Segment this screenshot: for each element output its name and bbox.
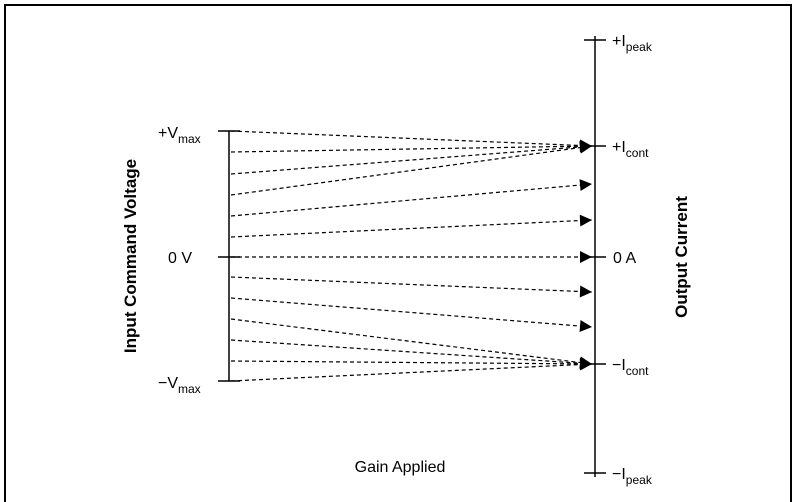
input-axis-title: Input Command Voltage (121, 159, 140, 353)
input-bottom-label: −Vmax (158, 375, 201, 396)
output-cont-top-label: +Icont (612, 139, 649, 160)
mapping-arrow (230, 276, 593, 298)
mapping-arrow (230, 357, 593, 370)
gain-caption: Gain Applied (355, 459, 446, 476)
diagram-frame (4, 4, 792, 502)
mapping-arrow (230, 140, 593, 175)
input-top-label: +Vmax (158, 125, 201, 146)
mapping-arrow (230, 179, 593, 217)
mapping-arrow (230, 214, 593, 238)
mapping-arrow (230, 318, 593, 369)
output-middle-label: 0 A (613, 250, 636, 267)
mapping-arrow (230, 130, 593, 152)
output-peak-top-label: +Ipeak (612, 33, 653, 54)
output-cont-bottom-label: −Icont (612, 357, 649, 378)
mapping-arrow (230, 358, 593, 382)
input-middle-label: 0 V (168, 250, 192, 267)
mapping-arrow (230, 141, 593, 196)
mapping-arrow (230, 339, 593, 370)
mapping-arrows (230, 130, 593, 382)
mapping-arrow (230, 140, 593, 153)
output-axis-title: Output Current (672, 196, 691, 318)
output-peak-bottom-label: −Ipeak (612, 466, 653, 487)
mapping-arrow (230, 297, 593, 333)
